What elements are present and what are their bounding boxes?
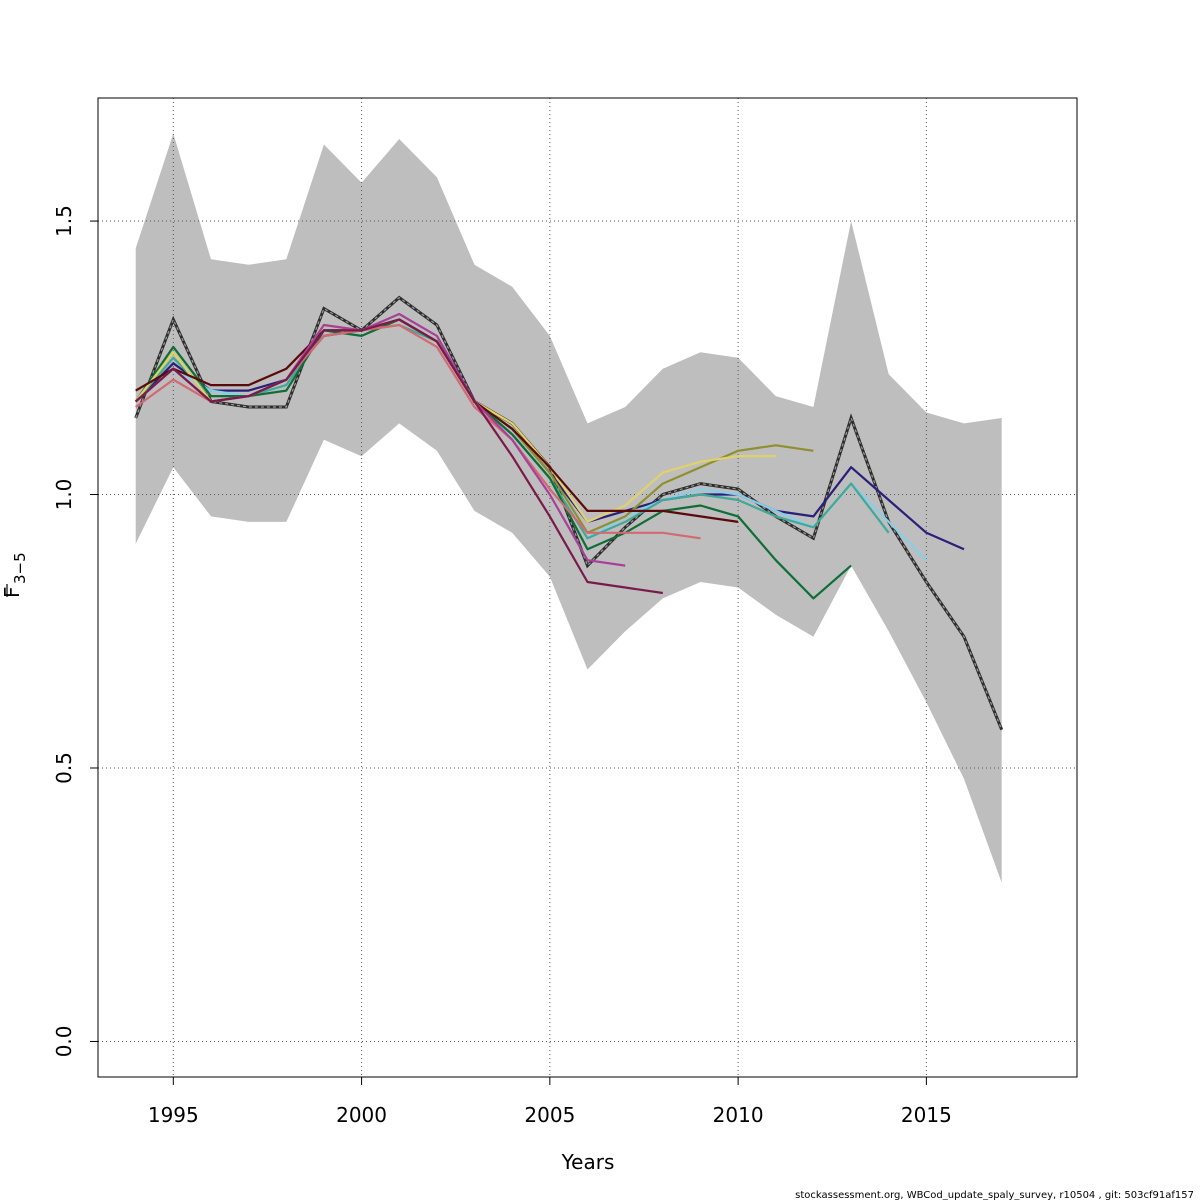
- series-line-4: [134, 318, 852, 600]
- x-axis: 1995 2000 2005 2010 2015: [148, 1077, 952, 1127]
- y-tick-label: 1.0: [52, 479, 76, 511]
- plot-frame: [97, 97, 1078, 1078]
- y-tick-label: 1.5: [52, 205, 76, 237]
- y-axis: 0.0 0.5 1.0 1.5: [52, 205, 98, 1057]
- x-axis-title: Years: [561, 1150, 615, 1174]
- x-tick-label: 2005: [524, 1103, 575, 1127]
- series-line-10: [134, 318, 663, 595]
- y-tick-label: 0.5: [52, 752, 76, 784]
- y-axis-title-main: F: [0, 586, 24, 598]
- y-tick-label: 0.0: [52, 1025, 76, 1057]
- x-tick-label: 2000: [336, 1103, 387, 1127]
- y-axis-title-sub: 3−5: [11, 552, 29, 584]
- y-axis-title: F 3−5: [0, 552, 29, 598]
- footer-credit: stockassessment.org, WBCod_update_spaly_…: [795, 1190, 1194, 1200]
- series-layer: [134, 295, 1004, 731]
- x-tick-label: 1995: [148, 1103, 199, 1127]
- x-tick-label: 2015: [901, 1103, 952, 1127]
- x-tick-label: 2010: [713, 1103, 764, 1127]
- series-line-0-dash: [135, 296, 1003, 730]
